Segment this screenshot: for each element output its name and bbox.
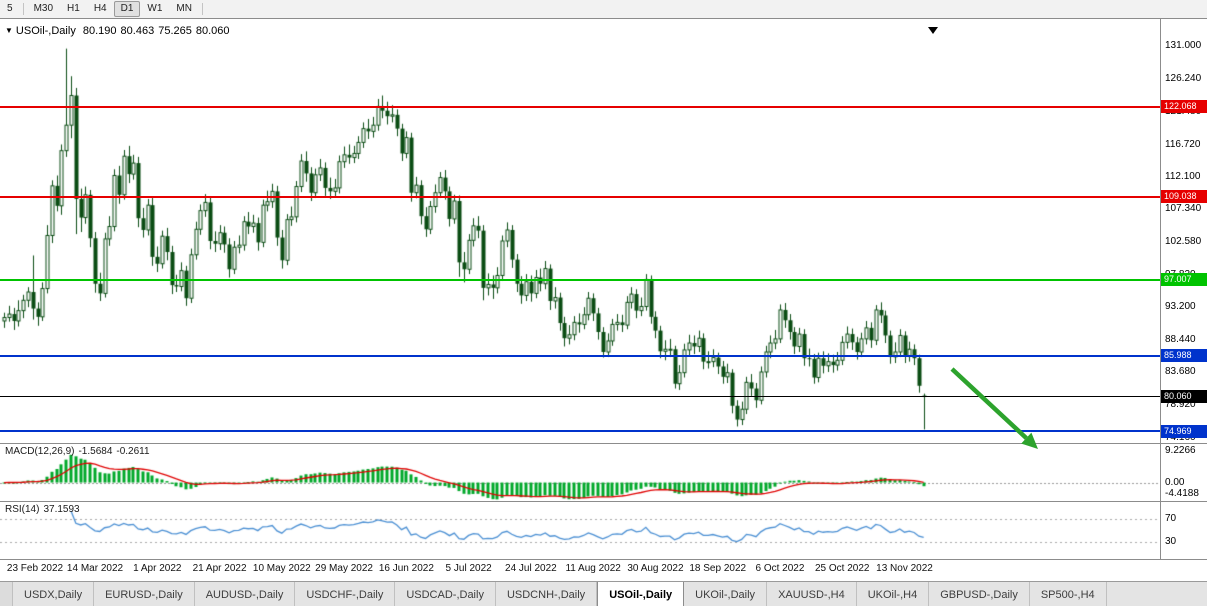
date-label: 6 Oct 2022: [755, 563, 805, 574]
chart-region: ▼ USOil-,Daily 80.190 80.463 75.265 80.060 1…: [0, 19, 1207, 581]
tab-usdx-daily[interactable]: USDX,Daily: [13, 582, 95, 606]
rsi-label: RSI(14) 37.1593: [5, 504, 84, 515]
tab-audusd-daily[interactable]: AUDUSD-,Daily: [194, 582, 296, 606]
macd-axis[interactable]: 9.2266 0.00 -4.4188: [1160, 444, 1207, 501]
macd-axis-label: -4.4188: [1165, 488, 1199, 499]
price-pane: ▼ USOil-,Daily 80.190 80.463 75.265 80.060 1…: [0, 19, 1207, 444]
hline-85-988[interactable]: [0, 354, 1160, 357]
hline-97-007[interactable]: [0, 278, 1160, 281]
timeframe-toolbar: 5 M30 H1 H4 D1 W1 MN: [0, 0, 1207, 19]
quote-high: 80.463: [120, 25, 155, 37]
date-label: 13 Nov 2022: [876, 563, 933, 574]
price-axis-label: 126.240: [1165, 73, 1202, 84]
date-label: 25 Oct 2022: [815, 563, 870, 574]
price-axis-label: 107.340: [1165, 203, 1202, 215]
symbol-menu-icon[interactable]: ▼: [5, 26, 13, 35]
macd-pane: MACD(12,26,9) -1.5684 -0.2611 9.2266 0.00 -4…: [0, 444, 1207, 502]
timeframe-bar: 5 M30 H1 H4 D1 W1 MN: [0, 1, 206, 17]
rsi-name: RSI(14): [5, 504, 40, 515]
price-axis-label: 131.000: [1165, 40, 1202, 52]
macd-canvas[interactable]: [0, 444, 1160, 501]
price-axis-label: 88.440: [1165, 333, 1196, 345]
quote-close: 80.060: [195, 25, 230, 37]
price-chart-canvas[interactable]: [0, 19, 1160, 443]
macd-axis-label: 0.00: [1165, 476, 1185, 488]
timeframe-w1[interactable]: W1: [147, 3, 163, 14]
price-tag-122-068: 122.068: [1161, 100, 1207, 114]
tab-usdchf-daily[interactable]: USDCHF-,Daily: [295, 582, 396, 606]
chart-tabs-bar: USDX,Daily EURUSD-,Daily AUDUSD-,Daily USDC…: [0, 581, 1207, 606]
price-tag-109-038: 109.038: [1161, 190, 1207, 204]
price-tag-80-060: 80.060: [1161, 389, 1207, 403]
hline-80-060[interactable]: [0, 395, 1160, 397]
date-label: 14 Mar 2022: [66, 563, 124, 574]
toolbar-separator: [201, 3, 203, 15]
rsi-axis-label: 70: [1165, 513, 1177, 525]
tab-usdcnh-daily[interactable]: USDCNH-,Daily: [495, 582, 598, 606]
price-axis-label: 83.680: [1165, 366, 1196, 378]
price-tag-85-988: 85.988: [1161, 349, 1207, 363]
date-label: 29 May 2022: [315, 563, 373, 574]
price-tag-74-969: 74.969: [1161, 424, 1207, 438]
macd-name: MACD(12,26,9): [5, 446, 75, 457]
rsi-pane: RSI(14) 37.1593 70 30: [0, 502, 1207, 560]
date-label: 18 Sep 2022: [689, 563, 747, 574]
date-label: 24 Jul 2022: [505, 563, 557, 574]
timeframe-h4[interactable]: H4: [93, 3, 107, 14]
date-label: 1 Apr 2022: [133, 563, 182, 574]
timeframe-m30[interactable]: M30: [33, 3, 54, 14]
price-axis[interactable]: 131.000126.240121.480116.720112.100107.3…: [1160, 19, 1207, 443]
price-axis-label: 78.920: [1165, 399, 1196, 411]
hline-122-068[interactable]: [0, 105, 1160, 108]
price-axis-label: 112.100: [1165, 170, 1201, 182]
tab-ukoil-daily[interactable]: UKOil-,Daily: [684, 582, 768, 606]
hline-109-038[interactable]: [0, 195, 1160, 198]
date-axis[interactable]: 23 Feb 2022 14 Mar 2022 1 Apr 2022 21 Apr 2…: [0, 560, 1207, 581]
tabbar-left-stub: [0, 582, 13, 606]
date-label: 16 Jun 2022: [378, 563, 434, 574]
rsi-canvas[interactable]: [0, 502, 1160, 559]
timeframe-h1[interactable]: H1: [67, 3, 80, 14]
quote-low: 75.265: [158, 25, 192, 37]
date-label: 5 Jul 2022: [445, 563, 492, 574]
tab-gbpusd-daily[interactable]: GBPUSD-,Daily: [929, 582, 1030, 606]
date-label: 30 Aug 2022: [627, 563, 684, 574]
rsi-axis[interactable]: 70 30: [1160, 502, 1207, 559]
date-label: 10 May 2022: [252, 563, 311, 574]
quote-open: 80.190: [82, 25, 117, 37]
date-label: 21 Apr 2022: [192, 563, 247, 574]
date-label: 11 Aug 2022: [565, 563, 621, 574]
timeframe-d1[interactable]: D1: [113, 1, 141, 17]
tab-usoil-daily[interactable]: USOil-,Daily: [597, 582, 685, 606]
timeframe-5[interactable]: 5: [7, 3, 13, 14]
price-axis-label: 102.580: [1165, 236, 1202, 248]
macd-signal-value: -0.2611: [116, 446, 150, 457]
macd-label: MACD(12,26,9) -1.5684 -0.2611: [5, 446, 154, 457]
tab-usdcad-daily[interactable]: USDCAD-,Daily: [395, 582, 496, 606]
tab-eurusd-daily[interactable]: EURUSD-,Daily: [94, 582, 195, 606]
price-tag-97-007: 97.007: [1161, 273, 1207, 287]
date-label: 23 Feb 2022: [6, 563, 64, 574]
hline-74-969[interactable]: [0, 430, 1160, 433]
price-axis-label: 93.200: [1165, 300, 1196, 312]
tab-sp500-h4[interactable]: SP500-,H4: [1029, 582, 1107, 606]
toolbar-separator: [22, 3, 24, 15]
price-axis-label: 116.720: [1165, 138, 1201, 150]
rsi-value: 37.1593: [43, 504, 80, 515]
rsi-axis-label: 30: [1165, 535, 1177, 547]
timeframe-mn[interactable]: MN: [176, 3, 192, 14]
macd-main-value: -1.5684: [78, 446, 113, 457]
macd-axis-label: 9.2266: [1165, 445, 1196, 456]
tab-xauusd-h4[interactable]: XAUUSD-,H4: [767, 582, 857, 606]
tab-ukoil-h4[interactable]: UKOil-,H4: [856, 582, 930, 606]
chart-title: ▼ USOil-,Daily 80.190 80.463 75.265 80.060: [5, 25, 234, 37]
chart-symbol-label: USOil-,Daily: [15, 25, 76, 37]
